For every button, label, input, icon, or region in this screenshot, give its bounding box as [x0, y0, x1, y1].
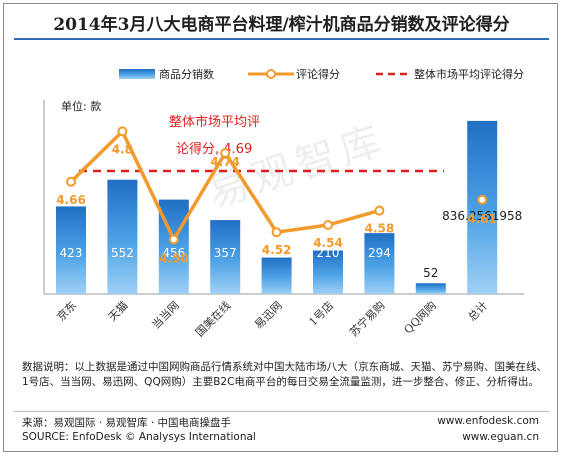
- score-point: [271, 227, 282, 238]
- score-label: 4.54: [313, 236, 343, 250]
- x-tick-label: QQ网购: [401, 298, 439, 336]
- score-point: [477, 194, 488, 205]
- bar-value-label: 357: [214, 246, 237, 260]
- score-label: 4.52: [262, 243, 292, 257]
- data-note: 数据说明：以上数据是通过中国网购商品行情系统对中国大陆市场八大（京东商城、天猫、…: [22, 361, 547, 388]
- url-enfodesk: www.enfodesk.com: [437, 415, 539, 427]
- x-tick-label: 易迅网: [252, 299, 285, 332]
- bar-value-label: 552: [111, 246, 134, 260]
- unit-label: 单位: 款: [61, 99, 101, 113]
- x-tick-label: 1号店: [306, 298, 336, 328]
- bar: [313, 250, 343, 294]
- title-rule: [14, 38, 549, 40]
- legend-marker-line: [266, 69, 276, 79]
- chart-title: 2014年3月八大电商平台料理/榨汁机商品分销数及评论得分: [53, 15, 510, 35]
- bar: [415, 283, 446, 294]
- bar-value-label: 836.2561958: [442, 209, 522, 223]
- footer-rule: [14, 411, 549, 412]
- x-tick-label: 当当网: [149, 298, 182, 331]
- legend-swatch-bars: [119, 69, 155, 79]
- bar-value-label: 210: [317, 246, 340, 260]
- bar-value-label: 294: [368, 246, 391, 260]
- bar: [261, 257, 292, 294]
- score-point: [220, 148, 231, 158]
- x-tick-label: 苏宁易购: [347, 298, 388, 339]
- legend-label-bars: 商品分销数: [159, 67, 214, 81]
- bar: [467, 120, 498, 295]
- x-tick-label: 国美在线: [192, 298, 233, 339]
- annotation-line-2: 论得分, 4.69: [176, 141, 252, 157]
- bar: [364, 233, 395, 294]
- bar-value-label: 52: [423, 266, 438, 280]
- legend-label-reference: 整体市场平均评论得分: [414, 67, 524, 81]
- score-label: 4.58: [365, 222, 395, 236]
- score-point: [168, 234, 179, 245]
- bar-value-label: 423: [60, 246, 83, 260]
- score-label: 4.61: [467, 212, 497, 226]
- score-label: 4.74: [210, 155, 240, 169]
- source-cn: 来源：易观国际 · 易观智库 · 中国电商操盘手: [22, 417, 232, 429]
- source-en: SOURCE: EnfoDesk © Analysys Internationa…: [22, 431, 256, 443]
- score-point: [66, 176, 76, 187]
- score-point: [374, 205, 385, 216]
- score-point: [117, 126, 128, 137]
- x-tick-label: 京东: [54, 298, 79, 323]
- bar: [210, 220, 241, 294]
- bar-value-label: 176: [265, 246, 288, 260]
- bar: [107, 179, 138, 294]
- bar-value-label: 456: [162, 246, 185, 260]
- bar: [56, 206, 86, 294]
- score-label: 4.50: [159, 251, 189, 265]
- score-label: 4.8: [112, 142, 133, 156]
- score-label: 4.66: [56, 193, 86, 207]
- x-tick-label: 总计: [465, 298, 490, 323]
- legend-label-line: 评论得分: [296, 67, 340, 81]
- score-point: [323, 220, 333, 230]
- chart-frame: 2014年3月八大电商平台料理/榨汁机商品分销数及评论得分 易观智库 商品分销数…: [3, 3, 558, 452]
- url-eguan: www.eguan.cn: [462, 431, 539, 443]
- x-tick-label: 天猫: [106, 299, 131, 324]
- annotation-line-1: 整体市场平均评: [169, 114, 260, 130]
